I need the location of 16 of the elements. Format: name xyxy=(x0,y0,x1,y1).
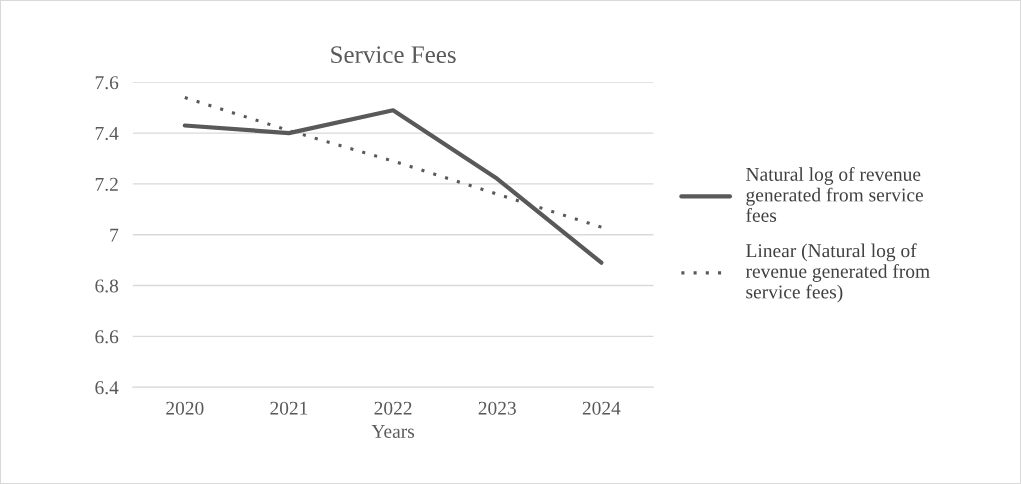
x-tick-label: 2024 xyxy=(582,401,621,415)
x-tick-label: 2022 xyxy=(374,401,412,415)
y-tick-label: 7.2 xyxy=(95,177,118,191)
y-tick-label: 7.6 xyxy=(95,76,119,90)
x-tick-label: 2021 xyxy=(270,401,308,415)
y-tick-label: 6.8 xyxy=(95,279,119,293)
y-tick-label: 6.4 xyxy=(95,381,119,395)
legend-label: Linear (Natural log of revenue generated from service fees) xyxy=(745,243,930,303)
x-tick-label: 2023 xyxy=(478,401,516,415)
legend-label: Natural log of revenue generated from service fees xyxy=(746,167,923,222)
x-axis-title: Years xyxy=(371,425,415,438)
y-tick-label: 7.4 xyxy=(95,127,119,141)
y-tick-label: 6.6 xyxy=(95,330,119,344)
chart-title: Service Fees xyxy=(331,46,456,64)
y-tick-label: 7 xyxy=(110,228,119,242)
x-tick-label: 2020 xyxy=(166,401,204,415)
